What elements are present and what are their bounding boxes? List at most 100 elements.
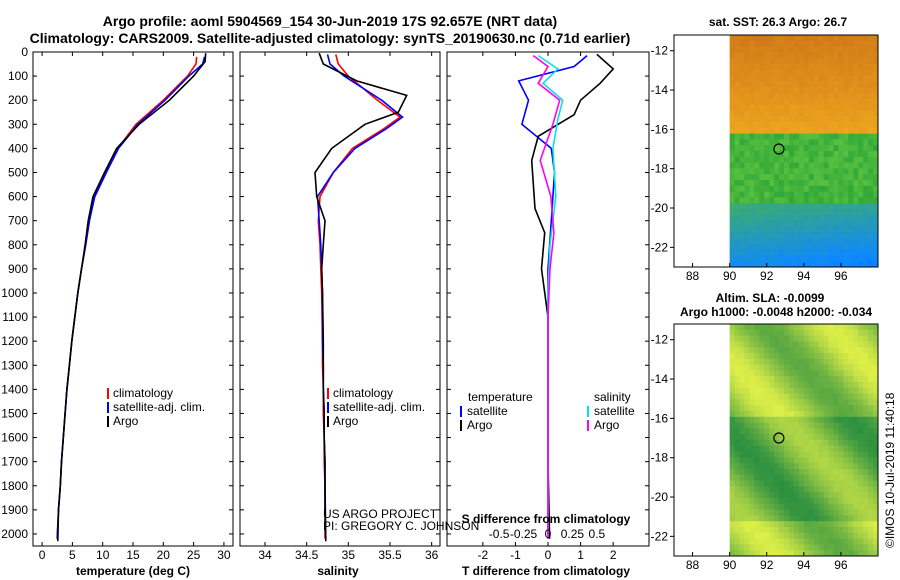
map-cell <box>798 255 805 262</box>
map-cell <box>744 64 750 71</box>
map-cell <box>863 110 869 117</box>
map-cell <box>803 104 810 111</box>
map-cell <box>833 498 839 505</box>
map-cell <box>848 203 854 210</box>
map-cell <box>779 81 785 88</box>
map-cell <box>873 255 879 262</box>
map-cell <box>843 347 849 354</box>
map-cell <box>788 509 795 516</box>
map-cell <box>729 480 736 487</box>
map-cell <box>764 220 770 227</box>
map-cell <box>769 364 775 371</box>
map-cell <box>818 226 825 233</box>
map-cell <box>764 434 770 441</box>
map-cell <box>793 486 800 493</box>
map-cell <box>868 393 874 400</box>
map-cell <box>784 209 790 216</box>
map-cell <box>818 162 825 169</box>
map-cell <box>764 405 770 412</box>
map-cell <box>828 393 834 400</box>
map-cell <box>798 486 805 493</box>
map-cell <box>749 376 755 383</box>
map-cell <box>828 544 834 551</box>
map-cell <box>813 492 820 499</box>
map-cell <box>784 341 790 348</box>
map-cell <box>823 151 830 158</box>
map-cell <box>749 75 755 82</box>
map-cell <box>803 133 810 140</box>
map-cell <box>734 209 741 216</box>
map-cell <box>734 238 741 245</box>
map-cell <box>863 341 869 348</box>
map-cell <box>769 451 775 458</box>
map-cell <box>739 139 745 146</box>
map-cell <box>729 492 736 499</box>
map-cell <box>759 515 765 522</box>
map-cell <box>848 180 854 187</box>
map-cell <box>764 411 770 418</box>
map-cell <box>788 358 795 366</box>
legend-label: satellite-adj. clim. <box>113 400 205 414</box>
map-cell <box>828 232 834 239</box>
map-cell <box>848 521 854 528</box>
map-cell <box>873 232 879 239</box>
map-cell <box>784 550 790 557</box>
map-cell <box>774 457 780 464</box>
map-cell <box>769 480 775 487</box>
map-cell <box>858 197 864 204</box>
map-cell <box>828 457 834 464</box>
map-cell <box>749 457 755 464</box>
map-cell <box>858 364 864 371</box>
map-cell <box>734 81 741 88</box>
map-cell <box>808 544 815 551</box>
map-cell <box>863 544 869 551</box>
map-cell <box>784 480 790 487</box>
map-cell <box>853 255 859 262</box>
map-cell <box>808 116 815 123</box>
map-cell <box>843 544 849 551</box>
map-cell <box>818 220 825 227</box>
map-cell <box>823 486 830 493</box>
map-cell <box>823 98 830 106</box>
map-cell <box>764 185 770 193</box>
map-cell <box>828 324 834 331</box>
map-cell <box>853 515 859 522</box>
map-cell <box>843 370 849 377</box>
map-cell <box>858 544 864 551</box>
map-cell <box>833 486 839 493</box>
map-cell <box>808 376 815 383</box>
map-cell <box>828 93 834 100</box>
map-cell <box>764 238 770 245</box>
map-cell <box>744 191 750 198</box>
map-cell <box>808 255 815 262</box>
map-cell <box>863 162 869 169</box>
map-cell <box>868 168 874 175</box>
map-cell <box>739 87 745 94</box>
map-cell <box>848 376 854 383</box>
map-cell <box>843 532 849 540</box>
map-cell <box>833 364 839 371</box>
map-cell <box>818 492 825 499</box>
map-cell <box>853 81 859 88</box>
map-cell <box>818 180 825 187</box>
map-cell <box>853 498 859 505</box>
map-cell <box>873 451 879 458</box>
map-cell <box>813 538 820 545</box>
map-cell <box>843 249 849 256</box>
map-cell <box>798 110 805 117</box>
map-cell <box>764 503 770 511</box>
map-cell <box>848 457 854 464</box>
map-cell <box>833 261 839 268</box>
map-cell <box>868 469 874 476</box>
map-cell <box>739 209 745 216</box>
map-cell <box>729 243 736 251</box>
map-cell <box>793 220 800 227</box>
map-cell <box>868 532 874 540</box>
map-cell <box>863 370 869 377</box>
series-line-t-argo <box>530 53 615 539</box>
map-cell <box>784 156 790 164</box>
map-cell <box>823 174 830 181</box>
map-cell <box>784 434 790 441</box>
map-cell <box>853 249 859 256</box>
map-cell <box>848 550 854 557</box>
